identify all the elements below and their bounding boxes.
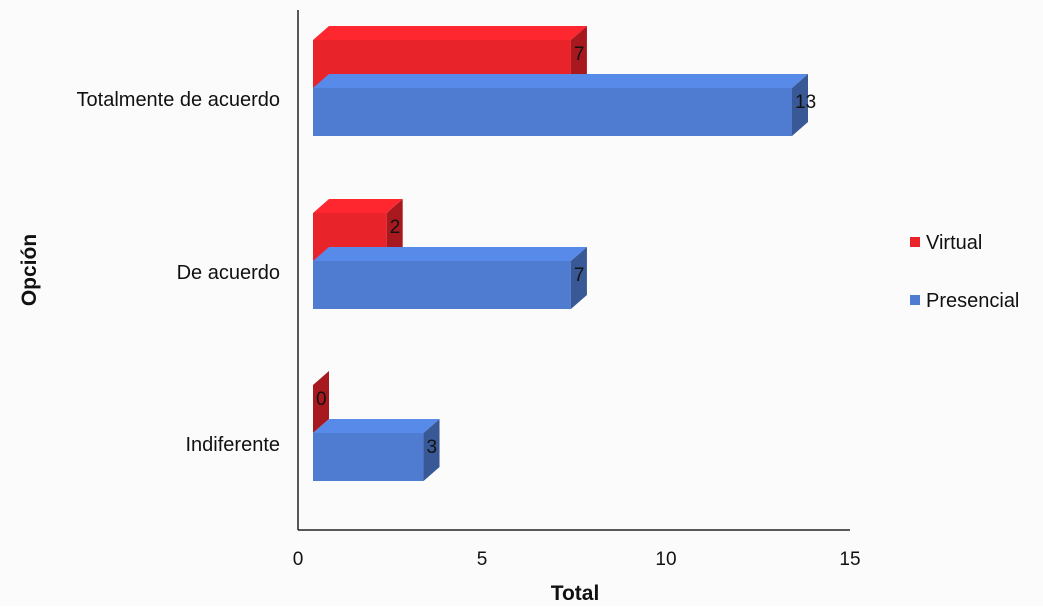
category-label: Totalmente de acuerdo	[77, 89, 280, 111]
data-label: 3	[427, 437, 438, 458]
bar-front-face	[313, 261, 571, 309]
bar-presencial	[313, 419, 440, 481]
bar-virtual	[313, 371, 329, 433]
legend: Virtual Presencial	[910, 232, 1019, 312]
data-label: 2	[390, 217, 401, 238]
bar-top-face	[313, 419, 440, 433]
bar-top-face	[313, 247, 587, 261]
labels-layer: Totalmente de acuerdo 7 13 De acuerdo 2 7 Indi…	[77, 44, 861, 570]
bar-side-face	[570, 247, 587, 309]
legend-swatch	[910, 237, 920, 247]
category-label: De acuerdo	[177, 262, 280, 284]
bar-top-face	[313, 199, 403, 213]
x-tick-label: 15	[839, 549, 860, 570]
data-label: 7	[574, 44, 585, 65]
bar-front-face	[313, 88, 792, 136]
axes-layer	[297, 10, 850, 531]
legend-swatch	[910, 295, 920, 305]
bar-side-face	[792, 74, 808, 136]
x-axis-title: Total	[551, 582, 600, 605]
legend-label: Presencial	[926, 290, 1019, 312]
category-label: Indiferente	[185, 434, 280, 456]
bar-side-face	[313, 371, 329, 433]
data-label: 13	[795, 92, 816, 113]
x-tick-label: 10	[655, 549, 676, 570]
x-tick-label: 5	[477, 549, 488, 570]
data-label: 7	[574, 265, 585, 286]
bar-side-face	[386, 199, 403, 261]
bar-side-face	[423, 419, 440, 481]
bar-front-face	[313, 433, 424, 481]
bar-top-face	[313, 26, 587, 40]
x-tick-label: 0	[293, 549, 304, 570]
bar-side-face	[570, 26, 587, 88]
bar-top-face	[313, 74, 808, 88]
bar-presencial	[313, 74, 808, 136]
data-label: 0	[316, 389, 327, 410]
legend-label: Virtual	[926, 232, 982, 254]
bars-layer	[313, 26, 808, 481]
bar-presencial	[313, 247, 587, 309]
y-axis-title: Opción	[18, 234, 41, 306]
